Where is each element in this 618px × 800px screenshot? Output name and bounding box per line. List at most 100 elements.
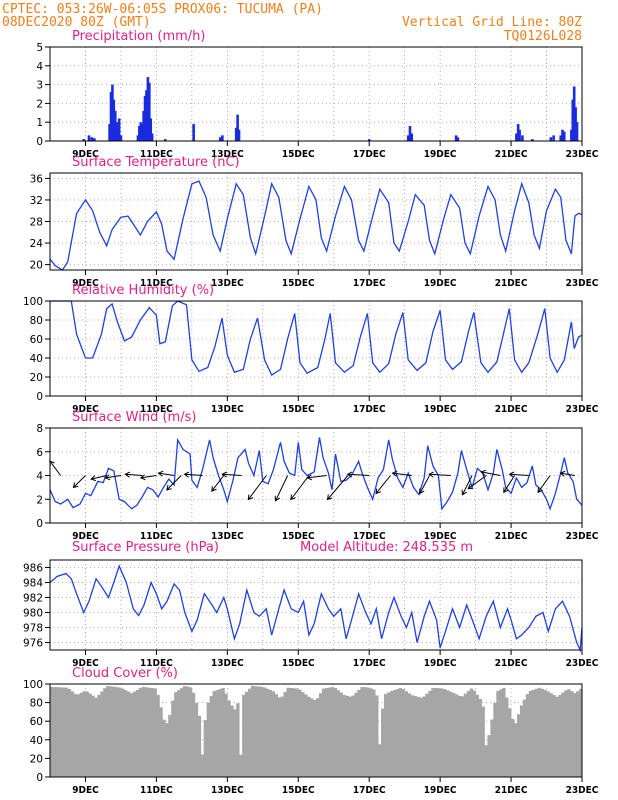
cloud-bar — [141, 686, 145, 777]
cloud-bar — [561, 692, 565, 777]
wind-arrowhead — [346, 471, 353, 478]
precip-bar — [145, 90, 148, 141]
cloud-bar — [475, 694, 479, 777]
cloud-bar — [117, 687, 122, 777]
cloud-bar — [490, 719, 494, 777]
cloud-bar — [109, 686, 113, 777]
panels: Precipitation (mm/h) 0 1 2 3 4 5 9DEC 11DEC 13DEC… — [23, 29, 599, 796]
cloud-bar — [212, 691, 216, 777]
y-tick-label: 32 — [30, 195, 43, 207]
cloud-bar — [372, 689, 376, 777]
cloud-bar — [185, 686, 190, 777]
precip-bar — [93, 138, 96, 141]
cloud-bar — [336, 690, 341, 777]
precip-bar — [574, 107, 577, 141]
y-tick-label: 80 — [30, 698, 43, 710]
cloud-bar — [519, 705, 524, 777]
precip-bar — [115, 122, 118, 141]
panel-frame — [49, 300, 583, 397]
cloud-bar — [70, 691, 75, 777]
wind-arrowhead — [247, 494, 254, 501]
cloud-bar — [410, 695, 414, 777]
cloud-bar — [174, 692, 178, 777]
cloud-bar — [457, 695, 462, 777]
panel-title: Cloud Cover (%) — [72, 666, 178, 681]
cloud-bar — [224, 693, 228, 777]
wind-vector — [211, 475, 225, 492]
precip-bar — [234, 127, 238, 141]
cloud-bar — [94, 697, 98, 777]
wind-arrowhead — [480, 469, 487, 476]
precip-bar — [108, 124, 111, 141]
precip-bar — [408, 125, 412, 141]
cloud-bar — [126, 691, 131, 777]
x-tick-label: 15DEC — [282, 785, 315, 796]
wind-vector — [184, 473, 203, 476]
cloud-bar — [209, 696, 213, 777]
cloud-bar — [67, 688, 72, 777]
cloud-bar — [100, 691, 104, 777]
precip-bar — [454, 135, 458, 141]
y-tick-label: 60 — [30, 716, 43, 728]
cloud-bar — [153, 688, 157, 777]
cloud-bar — [357, 689, 361, 777]
cloud-bar — [573, 693, 577, 777]
wind-vector — [419, 475, 430, 494]
cloud-bar — [419, 697, 423, 777]
cloud-bar — [123, 690, 128, 777]
cloud-bar — [576, 691, 580, 777]
cloud-bar — [239, 754, 243, 777]
series-line — [49, 564, 583, 653]
panel-subtitle: Model Altitude: 248.535 m — [300, 540, 473, 555]
cloud-bar — [525, 694, 530, 777]
x-tick-label: 19DEC — [424, 404, 457, 415]
cloud-bar — [330, 687, 335, 777]
cloud-bar — [304, 694, 308, 777]
y-tick-label: 60 — [30, 334, 43, 346]
x-tick-label: 9DEC — [72, 785, 99, 796]
x-tick-label: 15DEC — [282, 531, 315, 542]
wind-arrowhead — [461, 489, 467, 496]
x-tick-label: 19DEC — [424, 658, 457, 669]
x-tick-label: 21DEC — [495, 658, 528, 669]
wind-arrowhead — [72, 482, 79, 489]
y-tick-label: 36 — [30, 173, 44, 185]
header-model-id: TQ0126L028 — [504, 29, 582, 44]
precip-bar — [150, 133, 154, 141]
x-tick-label: 19DEC — [424, 149, 457, 160]
cloud-bar — [386, 692, 391, 777]
precip-bar — [113, 110, 117, 141]
wind-vector — [275, 475, 289, 501]
cloud-bar — [236, 703, 240, 777]
precip-bar — [572, 86, 576, 141]
header-location: CPTEC: 053:26W-06:05S PROX06: TUCUMA (PA… — [2, 2, 323, 17]
cloud-bar — [97, 694, 101, 777]
cloud-bar — [511, 718, 515, 777]
precip-bar — [111, 84, 114, 141]
cloud-bar — [516, 714, 521, 777]
y-tick-label: 982 — [23, 593, 43, 605]
wind-arrowhead — [157, 470, 164, 477]
x-tick-label: 17DEC — [353, 404, 386, 415]
panel-frame — [49, 559, 583, 651]
cloud-bar — [221, 688, 225, 777]
wind-vector — [327, 475, 349, 500]
precip-bar — [112, 99, 116, 141]
panel-frame — [49, 683, 583, 778]
y-tick-label: 4 — [36, 61, 43, 73]
cloud-bar — [171, 700, 175, 777]
y-tick-label: 986 — [23, 563, 43, 575]
precip-bar — [571, 99, 575, 141]
wind-arrowhead — [326, 494, 333, 501]
cloud-bar — [493, 703, 497, 777]
cloud-bar — [156, 694, 160, 777]
cloud-bar — [528, 690, 533, 777]
cloud-bar — [268, 690, 273, 777]
cloud-bar — [318, 693, 323, 777]
wind-arrowhead — [503, 487, 509, 494]
precip-bar — [146, 77, 150, 141]
cloud-bar — [230, 705, 234, 777]
precip-bar — [87, 135, 91, 141]
cloud-bar — [369, 688, 373, 777]
cloud-bar — [552, 695, 556, 777]
